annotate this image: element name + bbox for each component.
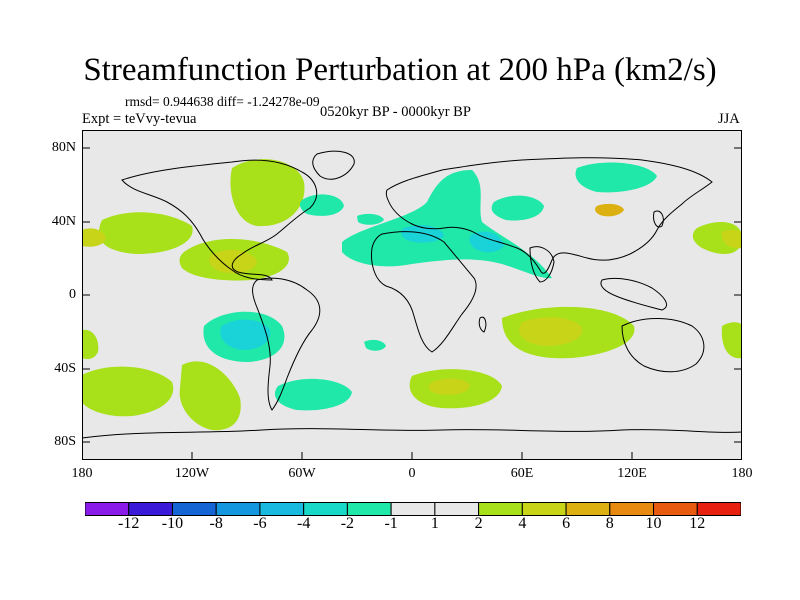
contour-negative-north-atlantic	[299, 194, 344, 216]
coastline-india	[529, 246, 555, 283]
colorbar-label: -2	[340, 515, 355, 532]
lon-label-120w: 120W	[174, 466, 210, 481]
coastline-madagascar	[478, 316, 487, 333]
colorbar-box	[346, 502, 392, 516]
rmsd-diff-stats: rmsd= 0.944638 diff= -1.24278e-09	[125, 94, 320, 109]
contour-negative-siberia	[575, 162, 657, 193]
lat-label-40n: 40N	[51, 214, 76, 229]
colorbar-label: 8	[605, 515, 614, 532]
coastline-antarctica	[82, 428, 742, 439]
colorbar-label: 10	[645, 515, 662, 532]
colorbar-box	[259, 502, 305, 516]
lon-label-60w: 60W	[288, 466, 316, 481]
contour-positive-4-southern-ocean	[428, 378, 470, 395]
chart-title: Streamfunction Perturbation at 200 hPa (…	[83, 52, 717, 88]
coastline-north-america	[121, 159, 318, 281]
contour-negative-4-mediterranean	[401, 225, 444, 243]
colorbar-label: -4	[296, 515, 311, 532]
coastline-southeast-asia	[600, 277, 667, 311]
colorbar-label: 6	[562, 515, 571, 532]
season-label: JJA	[718, 111, 740, 127]
contour-negative-4-south-pacific	[220, 319, 271, 350]
lat-label-equator: 0	[69, 287, 76, 302]
contour-negative-south-atlantic	[364, 339, 386, 351]
colorbar-label: 4	[518, 515, 527, 532]
colorbar-box	[171, 502, 217, 516]
colorbar-label: 1	[430, 515, 439, 532]
contour-negative-europe-asia	[342, 170, 552, 279]
contour-positive-pacific-north	[98, 212, 193, 254]
lat-label-40s: 40S	[54, 361, 76, 376]
lon-label-180-west: 180	[71, 466, 93, 481]
contour-positive-southeast-pacific	[179, 361, 241, 431]
coastline-greenland	[312, 150, 355, 180]
colorbar-box	[85, 502, 130, 516]
colorbar-box	[303, 502, 348, 516]
contour-fills	[82, 159, 742, 431]
contour-positive-4-pacific	[82, 228, 106, 247]
colorbar-label: -10	[161, 515, 184, 532]
coastline-africa	[371, 231, 477, 353]
colorbar-label: -8	[209, 515, 223, 532]
contour-positive-4-indian-ocean	[519, 317, 583, 346]
lon-label-0: 0	[408, 466, 416, 481]
contour-negative-central-asia	[491, 195, 544, 221]
colorbar-label: -1	[384, 515, 398, 532]
map-panel	[82, 130, 742, 460]
coastlines	[82, 150, 742, 439]
colorbar-box	[565, 502, 611, 516]
colorbar-label: 12	[689, 515, 706, 532]
colorbar-box	[390, 502, 436, 516]
lon-label-180-east: 180	[731, 466, 753, 481]
tick-marks	[82, 147, 742, 460]
colorbar-box	[653, 502, 698, 516]
coastline-eurasia	[385, 157, 713, 274]
colorbar-box	[609, 502, 655, 516]
contour-positive-6-siberia	[595, 203, 624, 217]
colorbar-box	[215, 502, 261, 516]
colorbar-label: 2	[474, 515, 483, 532]
contour-negative-atlantic-small	[357, 213, 384, 225]
experiment-label: Expt = teVvy-tevua	[82, 111, 197, 127]
colorbar-label: -12	[118, 515, 140, 532]
coastline-japan	[653, 210, 664, 228]
contour-negative-southern-atlantic	[274, 378, 352, 411]
contour-negative-4-arabia	[469, 231, 504, 253]
lon-label-60e: 60E	[510, 466, 534, 481]
coastline-australia	[621, 318, 705, 373]
contour-positive-southern-ocean-west	[82, 366, 174, 417]
contour-positive-east-pacific-south	[721, 322, 742, 359]
lat-label-80n: 80N	[51, 140, 76, 155]
colorbar-box	[128, 502, 173, 516]
period-label: 0520kyr BP - 0000kyr BP	[320, 104, 471, 120]
contour-positive-north-america	[230, 159, 305, 227]
lon-label-120e: 120E	[617, 466, 647, 481]
contour-positive-dateline-west	[82, 329, 99, 360]
colorbar-box	[434, 502, 480, 516]
colorbar-box	[478, 502, 523, 516]
colorbar-box	[696, 502, 741, 516]
colorbar	[85, 502, 741, 516]
coastline-south-america	[252, 277, 321, 411]
colorbar-box	[521, 502, 567, 516]
colorbar-label: -6	[253, 515, 267, 532]
contour-positive-4-east-pacific	[721, 229, 742, 249]
lat-label-80s: 80S	[54, 434, 76, 449]
